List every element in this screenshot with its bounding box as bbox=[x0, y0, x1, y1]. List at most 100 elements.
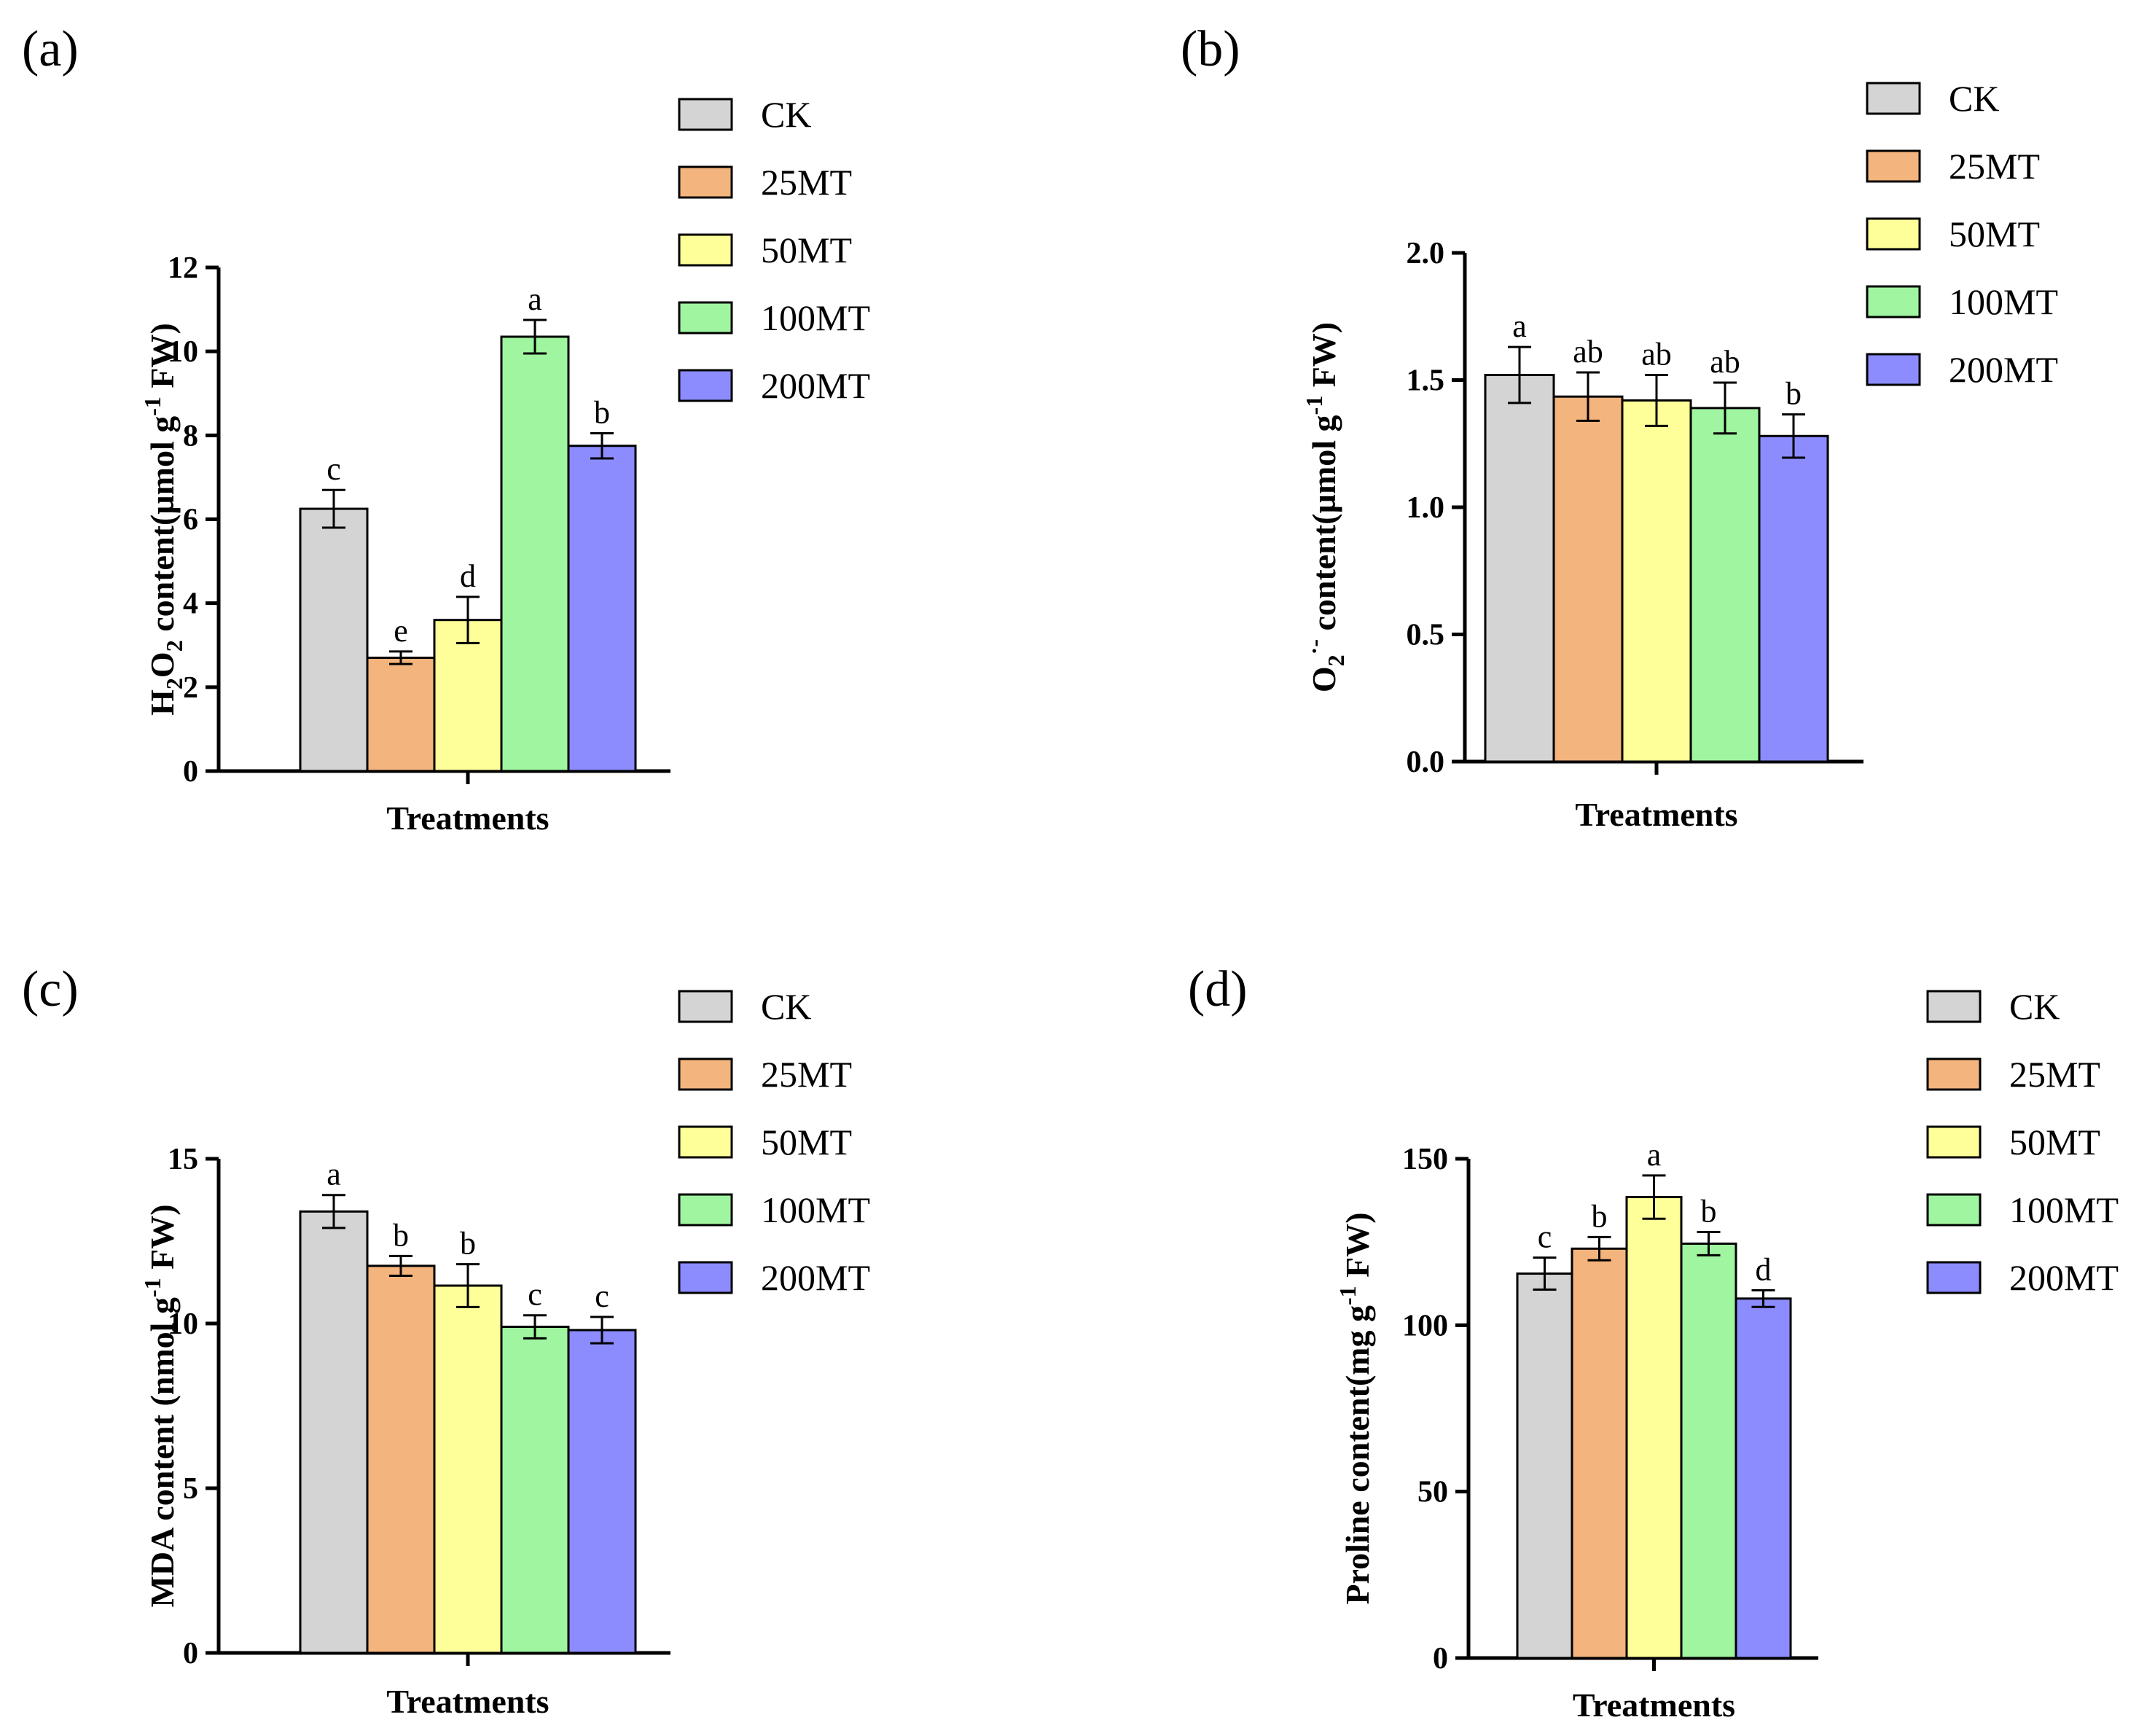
y-axis-title-part: 2 bbox=[161, 678, 187, 689]
legend-swatch-d-CK bbox=[1926, 990, 1982, 1023]
y-axis-title-part: FW) bbox=[144, 1204, 181, 1278]
y-tick-label-a: 12 bbox=[168, 251, 198, 285]
y-tick-label-a: 0 bbox=[183, 755, 198, 789]
legend-label-d-200MT: 200MT bbox=[2009, 1257, 2119, 1298]
bar-c-CK bbox=[299, 1210, 369, 1654]
legend-label-b-CK: CK bbox=[1949, 78, 1999, 119]
legend-swatch-c-50MT bbox=[678, 1125, 733, 1159]
legend-label-d-25MT: 25MT bbox=[2009, 1054, 2100, 1095]
significance-letter-d: d bbox=[1756, 1251, 1772, 1287]
y-axis-title-part: 2 bbox=[1323, 654, 1349, 666]
significance-letter-c: b bbox=[460, 1226, 476, 1262]
panel-label-c: (c) bbox=[22, 961, 79, 1017]
y-tick-label-c: 5 bbox=[183, 1472, 198, 1506]
y-axis-title-part: -1 bbox=[139, 396, 165, 416]
legend-swatch-c-100MT bbox=[678, 1193, 733, 1227]
bar-a-25MT bbox=[366, 657, 436, 773]
bar-d-25MT bbox=[1571, 1247, 1628, 1659]
y-axis-title-part: -1 bbox=[1334, 1286, 1361, 1305]
legend-swatch-b-100MT bbox=[1866, 285, 1921, 318]
legend-swatch-a-200MT bbox=[678, 369, 733, 402]
significance-letter-a: b bbox=[594, 394, 610, 430]
bar-b-25MT bbox=[1552, 395, 1624, 763]
legend-label-b-50MT: 50MT bbox=[1949, 214, 2040, 254]
significance-letter-c: a bbox=[326, 1157, 341, 1192]
legend-label-b-200MT: 200MT bbox=[1949, 349, 2058, 390]
y-axis-title-part: FW) bbox=[1305, 322, 1342, 396]
panel-label-a: (a) bbox=[22, 21, 79, 77]
y-axis-title-part: ·- bbox=[1301, 639, 1327, 654]
legend-swatch-b-CK bbox=[1866, 82, 1921, 115]
legend-swatch-d-100MT bbox=[1926, 1193, 1982, 1227]
y-tick-label-d: 50 bbox=[1417, 1476, 1448, 1509]
y-tick-label-c: 0 bbox=[183, 1637, 198, 1670]
significance-letter-b: ab bbox=[1573, 334, 1603, 370]
legend-label-c-100MT: 100MT bbox=[761, 1189, 870, 1230]
legend-label-a-100MT: 100MT bbox=[761, 297, 870, 338]
legend-label-a-200MT: 200MT bbox=[761, 365, 870, 406]
significance-letter-b: ab bbox=[1710, 344, 1740, 380]
y-tick-label-b: 0.5 bbox=[1407, 619, 1445, 652]
y-axis-title-part: O bbox=[144, 652, 181, 678]
y-tick-label-d: 100 bbox=[1402, 1309, 1448, 1342]
significance-letter-b: b bbox=[1786, 376, 1802, 412]
y-tick-label-a: 4 bbox=[183, 587, 198, 621]
bar-d-50MT bbox=[1625, 1196, 1683, 1659]
y-tick-label-a: 10 bbox=[168, 335, 198, 369]
legend-label-d-50MT: 50MT bbox=[2009, 1122, 2100, 1162]
significance-letter-c: b bbox=[393, 1217, 409, 1253]
legend-swatch-b-50MT bbox=[1866, 217, 1921, 251]
legend-swatch-c-200MT bbox=[678, 1261, 733, 1294]
significance-letter-a: d bbox=[460, 558, 476, 594]
legend-label-c-25MT: 25MT bbox=[761, 1054, 852, 1095]
y-axis-title-part: FW) bbox=[144, 323, 181, 396]
legend-swatch-d-50MT bbox=[1926, 1125, 1982, 1159]
x-axis-title-a: Treatments bbox=[386, 799, 549, 837]
legend-label-c-50MT: 50MT bbox=[761, 1122, 852, 1162]
bar-b-CK bbox=[1484, 374, 1555, 763]
y-axis-title-part: content(µmol g bbox=[144, 416, 181, 641]
y-axis-title-part: -1 bbox=[139, 1278, 165, 1297]
legend-label-b-100MT: 100MT bbox=[1949, 281, 2058, 322]
y-axis-title-part: FW) bbox=[1339, 1212, 1376, 1286]
y-axis-title-part: content(µmol g bbox=[1305, 415, 1342, 639]
y-axis-title-b: O2·- content(µmol g-1 FW) bbox=[1301, 322, 1349, 692]
significance-letter-a: e bbox=[394, 613, 408, 649]
bar-c-50MT bbox=[433, 1284, 503, 1654]
legend-swatch-b-25MT bbox=[1866, 149, 1921, 183]
y-tick-label-b: 0.0 bbox=[1407, 746, 1445, 779]
legend-swatch-a-100MT bbox=[678, 301, 733, 335]
y-tick-label-a: 2 bbox=[183, 671, 198, 705]
bar-d-CK bbox=[1516, 1272, 1573, 1659]
significance-letter-d: b bbox=[1592, 1198, 1608, 1234]
y-axis-title-a: H2O2 content(µmol g-1 FW) bbox=[139, 323, 187, 716]
legend-swatch-d-25MT bbox=[1926, 1057, 1982, 1091]
panel-label-d: (d) bbox=[1188, 961, 1248, 1017]
bar-d-200MT bbox=[1734, 1297, 1792, 1659]
bar-c-25MT bbox=[366, 1264, 436, 1654]
legend-swatch-a-CK bbox=[678, 98, 733, 131]
y-tick-label-b: 2.0 bbox=[1407, 237, 1445, 270]
significance-letter-d: b bbox=[1701, 1193, 1717, 1229]
significance-letter-b: ab bbox=[1641, 337, 1672, 372]
y-tick-label-d: 0 bbox=[1433, 1642, 1448, 1676]
significance-letter-c: c bbox=[528, 1277, 542, 1313]
significance-letter-a: a bbox=[528, 281, 542, 317]
y-tick-label-c: 15 bbox=[168, 1143, 198, 1176]
legend-swatch-a-50MT bbox=[678, 233, 733, 267]
legend-label-a-25MT: 25MT bbox=[761, 162, 852, 203]
legend-label-a-50MT: 50MT bbox=[761, 230, 852, 270]
bar-b-200MT bbox=[1758, 434, 1829, 763]
y-axis-title-c: MDA content (nmol g-1 FW) bbox=[139, 1204, 181, 1607]
significance-letter-d: a bbox=[1647, 1137, 1662, 1173]
legend-label-d-100MT: 100MT bbox=[2009, 1189, 2119, 1230]
x-axis-title-b: Treatments bbox=[1575, 796, 1737, 833]
significance-letter-c: c bbox=[595, 1278, 609, 1314]
bar-c-100MT bbox=[500, 1326, 570, 1654]
bar-a-100MT bbox=[500, 335, 570, 773]
legend-swatch-d-200MT bbox=[1926, 1261, 1982, 1294]
bar-c-200MT bbox=[567, 1329, 637, 1654]
y-axis-title-part: MDA content (nmol g bbox=[144, 1297, 181, 1607]
y-tick-label-b: 1.0 bbox=[1407, 491, 1445, 525]
